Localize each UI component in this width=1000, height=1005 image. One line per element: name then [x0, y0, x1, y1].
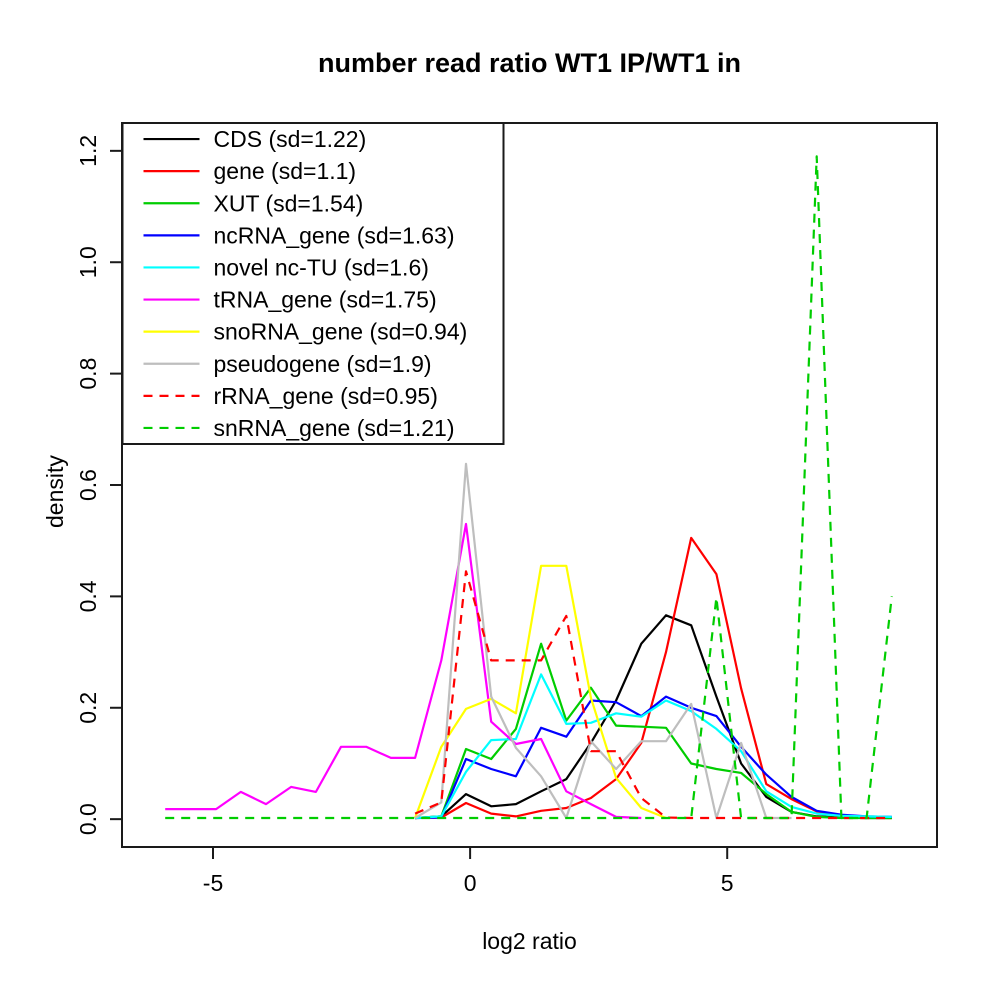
y-axis-title: density: [42, 455, 68, 528]
legend-item-gene: gene (sd=1.1): [143, 158, 357, 184]
legend-box: [121, 122, 505, 445]
legend-item-pseudogene: pseudogene (sd=1.9): [143, 351, 432, 377]
legend-item-snRNA_gene: snRNA_gene (sd=1.21): [143, 415, 455, 441]
chart-title: number read ratio WT1 IP/WT1 in: [317, 48, 742, 78]
y-tick-label: 1.2: [75, 135, 101, 167]
legend-label: novel nc-TU (sd=1.6): [214, 254, 429, 280]
legend-label: tRNA_gene (sd=1.75): [214, 287, 437, 313]
series-line-snoRNA_gene: [414, 564, 667, 820]
legend-item-CDS: CDS (sd=1.22): [143, 126, 367, 152]
y-tick-label: 0.4: [75, 580, 101, 612]
legend-item-novel nc-TU: novel nc-TU (sd=1.6): [143, 254, 429, 280]
legend: CDS (sd=1.22) gene (sd=1.1) XUT (sd=1.54) n…: [121, 122, 505, 445]
y-tick-label: 0.0: [75, 803, 101, 835]
y-tick-label: 0.6: [75, 469, 101, 501]
legend-label: snRNA_gene (sd=1.21): [214, 415, 455, 441]
legend-label: rRNA_gene (sd=0.95): [214, 383, 438, 409]
x-tick-label: -5: [203, 870, 223, 896]
series-line-XUT: [415, 642, 892, 820]
series-line-pseudogene: [414, 462, 792, 820]
legend-label: gene (sd=1.1): [214, 158, 357, 184]
legend-item-tRNA_gene: tRNA_gene (sd=1.75): [143, 287, 437, 313]
series-line-snRNA_gene: [165, 155, 893, 820]
y-tick-label: 1.0: [75, 246, 101, 278]
x-tick-label: 0: [464, 870, 477, 896]
x-tick-label: 5: [721, 870, 734, 896]
legend-label: snoRNA_gene (sd=0.94): [214, 319, 468, 345]
legend-item-XUT: XUT (sd=1.54): [143, 190, 364, 216]
series-line-novel nc-TU: [415, 673, 892, 820]
legend-label: ncRNA_gene (sd=1.63): [214, 222, 455, 248]
series-line-ncRNA_gene: [415, 695, 892, 820]
legend-item-ncRNA_gene: ncRNA_gene (sd=1.63): [143, 222, 455, 248]
legend-item-rRNA_gene: rRNA_gene (sd=0.95): [143, 383, 438, 409]
y-tick-label: 0.8: [75, 358, 101, 390]
legend-item-snoRNA_gene: snoRNA_gene (sd=0.94): [143, 319, 468, 345]
legend-label: pseudogene (sd=1.9): [214, 351, 432, 377]
legend-label: XUT (sd=1.54): [214, 190, 364, 216]
series-line-rRNA_gene: [414, 570, 892, 820]
y-tick-label: 0.2: [75, 692, 101, 724]
legend-label: CDS (sd=1.22): [214, 126, 367, 152]
series-line-tRNA_gene: [165, 522, 642, 820]
x-axis-title: log2 ratio: [482, 928, 577, 954]
